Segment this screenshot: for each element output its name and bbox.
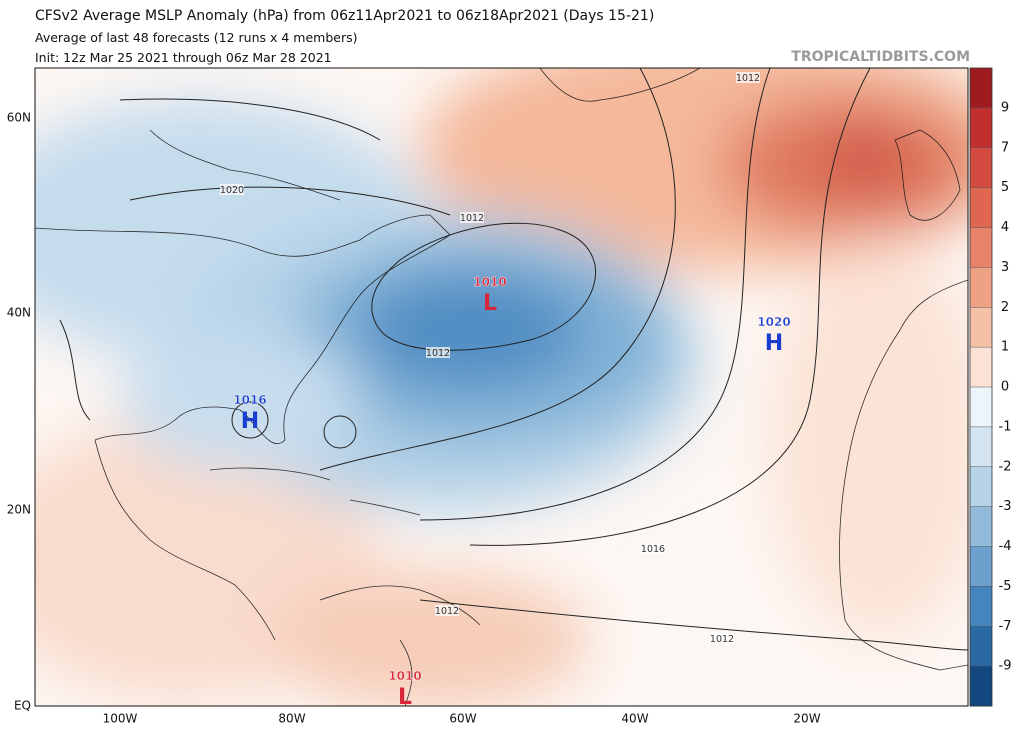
isobar	[469, 68, 871, 546]
lon-label: 60W	[449, 712, 476, 726]
lat-label: 40N	[7, 306, 31, 320]
isobar	[419, 68, 771, 521]
colorbar-label: 9	[1001, 100, 1009, 115]
subtitle: Average of last 48 forecasts (12 runs x …	[35, 30, 357, 45]
contour-label-bg	[460, 212, 484, 223]
colorbar-cell	[970, 546, 992, 587]
map: 1010 L 1020 H 1016 H 1010 L 1012 1020 1012 1012 1016…	[35, 68, 968, 710]
colorbar-cell	[970, 666, 992, 707]
colorbar-cell	[970, 107, 992, 149]
pressure-symbol: H	[241, 409, 259, 434]
lon-label: 20W	[793, 712, 820, 726]
colorbar-label: 1	[1001, 340, 1009, 355]
pressure-symbol: H	[765, 331, 783, 356]
contour-label-bg	[710, 633, 734, 644]
colorbar-label: -5	[999, 579, 1012, 594]
colorbar-label: 7	[1001, 140, 1009, 155]
title: CFSv2 Average MSLP Anomaly (hPa) from 06…	[35, 8, 654, 24]
contour-label-bg	[220, 184, 244, 195]
lat-label: 20N	[7, 503, 31, 517]
isobar	[319, 68, 676, 471]
contour-label: 1020	[220, 185, 244, 196]
pressure-value: 1016	[233, 393, 266, 407]
contour-label-bg	[736, 72, 760, 83]
lon-label: 100W	[103, 712, 138, 726]
contour-label: 1016	[641, 544, 665, 555]
colorbar-label: -1	[999, 419, 1012, 434]
colorbar-label: 0	[1001, 380, 1009, 395]
colorbar-cell	[970, 347, 992, 388]
isobar	[59, 319, 91, 421]
pressure-symbol: L	[483, 291, 497, 316]
lat-label: EQ	[14, 699, 31, 713]
contour-label-bg	[426, 347, 450, 358]
colorbar-cell	[970, 426, 992, 468]
contour-label-bg	[641, 543, 665, 554]
pressure-symbol: L	[398, 685, 412, 710]
credit: TROPICALTIDBITS.COM	[791, 49, 970, 65]
contour-label: 1012	[426, 348, 450, 359]
isobar	[231, 401, 269, 439]
colorbar-label: 2	[1001, 300, 1009, 315]
isobar	[323, 415, 357, 449]
colorbar-cell	[970, 187, 992, 228]
isobar	[371, 222, 597, 351]
colorbar-cell	[970, 626, 992, 667]
pressure-value: 1020	[757, 315, 790, 329]
colorbar-label: -2	[999, 459, 1012, 474]
colorbar-cell	[970, 68, 992, 109]
contour-label: 1012	[460, 213, 484, 224]
contour-label: 1012	[736, 73, 760, 84]
contour-label: 1012	[435, 606, 459, 617]
colorbar-cell	[970, 387, 992, 428]
colorbar-label: 4	[1001, 220, 1009, 235]
colorbar-cell	[970, 227, 992, 268]
colorbar-cell	[970, 307, 992, 348]
init-text: Init: 12z Mar 25 2021 through 06z Mar 28…	[35, 50, 332, 65]
pressure-value: 1010	[473, 275, 506, 289]
colorbar-label: 3	[1001, 260, 1009, 275]
colorbar-cell	[970, 267, 992, 308]
isobar	[129, 186, 451, 216]
colorbar-cell	[970, 586, 992, 627]
lon-label: 40W	[621, 712, 648, 726]
colorbar-label: -7	[999, 619, 1012, 634]
colorbar-label: -3	[999, 499, 1012, 514]
contour-label: 1012	[710, 634, 734, 645]
colorbar-label: -4	[999, 539, 1012, 554]
lon-label: 80W	[278, 712, 305, 726]
colorbar-label: -9	[999, 659, 1012, 674]
colorbar-cell	[970, 506, 992, 547]
colorbar-label: 5	[1001, 180, 1009, 195]
lat-label: 60N	[7, 111, 31, 125]
map-frame	[34, 67, 969, 707]
colorbar-cell	[970, 466, 992, 508]
contour-label-bg	[435, 605, 459, 616]
isobar	[119, 98, 381, 141]
pressure-value: 1010	[388, 669, 421, 683]
colorbar-cell	[970, 147, 992, 189]
isobar	[419, 599, 968, 651]
